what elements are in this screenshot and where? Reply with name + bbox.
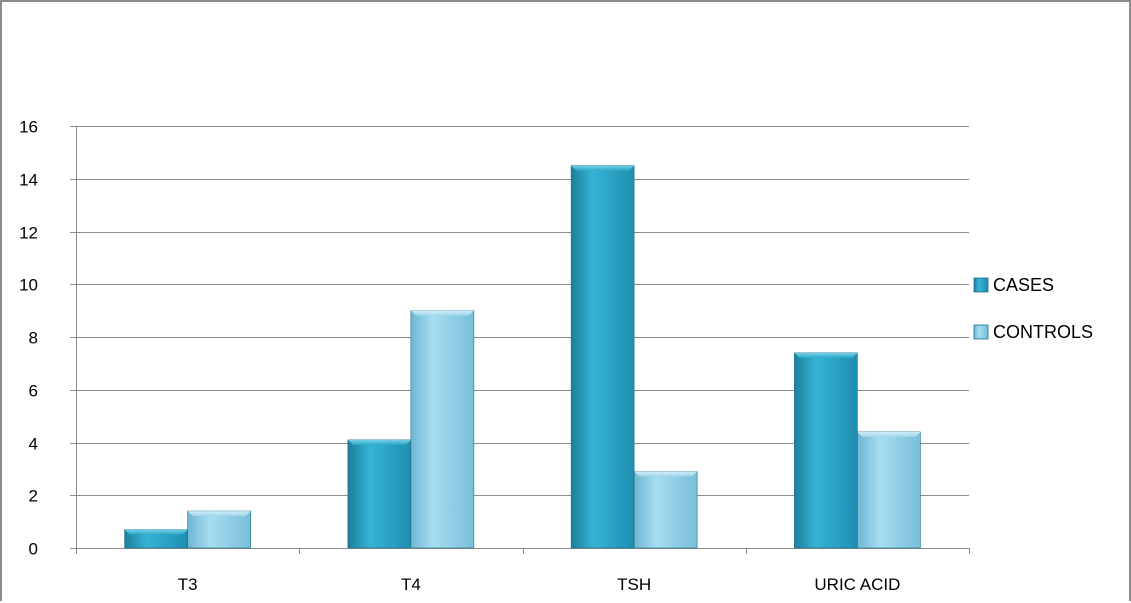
tick-labels: 0 2 4 6 8 10 12 14 16 T3 T4 TSH URIC ACID [19, 118, 900, 595]
legend: CASES CONTROLS [973, 275, 1093, 342]
bar-controls-tsh [633, 471, 698, 549]
y-tick-label: 2 [29, 487, 38, 506]
bar-cases-t4-cap [347, 439, 411, 445]
y-tick-label: 12 [19, 224, 38, 243]
bar-cases-uric-acid-cap [794, 352, 858, 358]
bar-controls-uric-acid-cap [857, 431, 921, 437]
x-category-label: T3 [178, 575, 198, 594]
axes [70, 126, 970, 554]
bars [124, 165, 921, 549]
y-tick-label: 6 [29, 382, 38, 401]
y-tick-label: 10 [19, 276, 38, 295]
bar-cases-tsh [570, 165, 635, 549]
bar-cases-t4 [347, 439, 412, 549]
bar-controls-t3-cap [187, 511, 251, 517]
bar-cases-t3-cap [124, 529, 188, 535]
y-tick-label: 16 [19, 118, 38, 137]
legend-label-cases: CASES [993, 275, 1054, 295]
bar-controls-t3 [187, 510, 251, 549]
bar-cases-uric-acid [794, 352, 858, 549]
gridlines [70, 126, 969, 496]
bar-cases-tsh-cap [571, 165, 635, 171]
x-category-label: TSH [617, 575, 651, 594]
bar-controls-t4 [410, 310, 475, 549]
bar-controls-t4-cap [410, 310, 474, 316]
legend-label-controls: CONTROLS [993, 322, 1093, 342]
y-tick-label: 14 [19, 171, 38, 190]
bar-controls-tsh-cap [634, 471, 698, 477]
x-category-label: URIC ACID [814, 575, 900, 594]
legend-swatch-controls [973, 324, 989, 340]
y-tick-label: 0 [29, 540, 38, 559]
legend-swatch-cases [973, 277, 989, 293]
y-tick-label: 8 [29, 329, 38, 348]
bar-controls-uric-acid [857, 431, 921, 549]
x-category-label: T4 [401, 575, 421, 594]
y-tick-label: 4 [29, 435, 38, 454]
